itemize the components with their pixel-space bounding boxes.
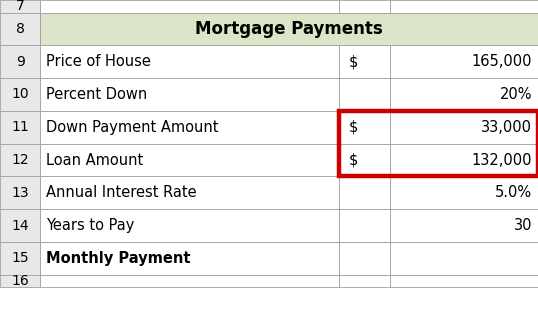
Bar	[339, 78, 390, 111]
Bar	[390, 209, 538, 242]
Text: 20%: 20%	[499, 87, 532, 102]
Text: 16: 16	[11, 274, 29, 288]
Bar	[0, 144, 40, 176]
Bar	[339, 0, 390, 13]
Bar	[0, 78, 40, 111]
Bar	[390, 176, 538, 209]
Bar	[390, 242, 538, 275]
Text: $: $	[349, 120, 358, 135]
Bar	[339, 275, 390, 287]
Bar	[40, 275, 339, 287]
Text: Percent Down: Percent Down	[46, 87, 147, 102]
Text: 15: 15	[11, 251, 29, 265]
Text: 9: 9	[16, 55, 25, 69]
Text: $: $	[349, 152, 358, 168]
Text: 165,000: 165,000	[471, 54, 532, 69]
Bar	[390, 144, 538, 176]
Bar	[0, 242, 40, 275]
Text: 12: 12	[11, 153, 29, 167]
Bar	[339, 144, 390, 176]
Bar	[339, 176, 390, 209]
Bar	[40, 176, 339, 209]
Bar	[40, 78, 339, 111]
Text: 30: 30	[513, 218, 532, 233]
Bar	[0, 275, 40, 287]
Text: 8: 8	[16, 22, 25, 36]
Bar	[390, 0, 538, 13]
Text: $: $	[349, 54, 358, 69]
Bar	[0, 176, 40, 209]
Bar	[0, 111, 40, 144]
Bar	[0, 13, 40, 45]
Text: Mortgage Payments: Mortgage Payments	[195, 20, 383, 38]
Text: Loan Amount: Loan Amount	[46, 152, 144, 168]
Bar	[339, 45, 390, 78]
Bar	[40, 209, 339, 242]
Bar	[339, 111, 538, 176]
Text: 10: 10	[11, 88, 29, 101]
Bar	[0, 209, 40, 242]
Bar	[390, 45, 538, 78]
Text: Price of House: Price of House	[46, 54, 151, 69]
Bar	[40, 111, 339, 144]
Text: 14: 14	[11, 219, 29, 232]
Bar	[339, 111, 390, 144]
Text: 11: 11	[11, 120, 29, 134]
Bar	[40, 0, 339, 13]
Bar	[339, 209, 390, 242]
Text: 132,000: 132,000	[471, 152, 532, 168]
Bar	[40, 45, 339, 78]
Text: Monthly Payment: Monthly Payment	[46, 251, 191, 266]
Text: 13: 13	[11, 186, 29, 200]
Bar	[390, 111, 538, 144]
Bar	[339, 242, 390, 275]
Text: 33,000: 33,000	[481, 120, 532, 135]
Text: 5.0%: 5.0%	[495, 185, 532, 200]
Bar	[40, 144, 339, 176]
Bar	[390, 275, 538, 287]
Bar	[40, 242, 339, 275]
Bar	[0, 0, 40, 13]
Bar	[0, 45, 40, 78]
Text: 7: 7	[16, 0, 25, 13]
Text: Annual Interest Rate: Annual Interest Rate	[46, 185, 197, 200]
Text: Down Payment Amount: Down Payment Amount	[46, 120, 219, 135]
Text: Years to Pay: Years to Pay	[46, 218, 134, 233]
Bar	[390, 78, 538, 111]
Bar	[40, 13, 538, 45]
